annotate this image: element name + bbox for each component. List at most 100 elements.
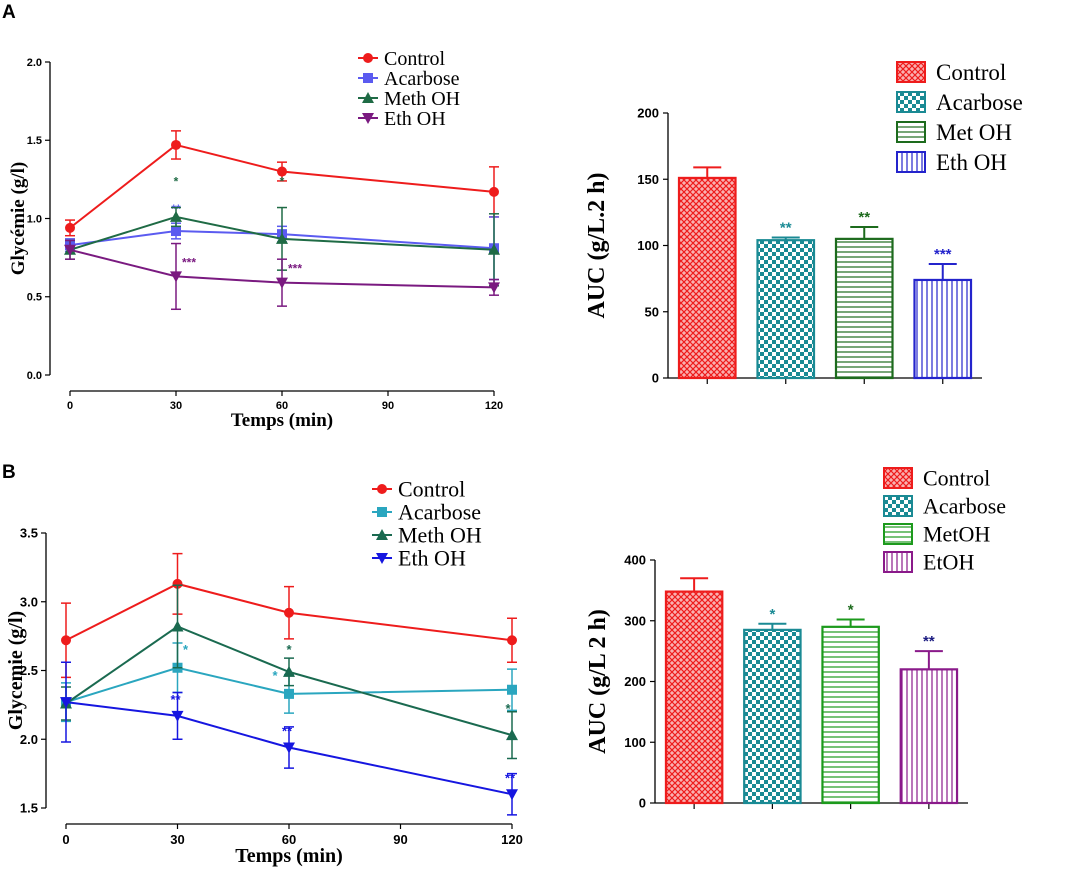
y-tick-label: 0.0: [27, 370, 42, 382]
significance-label: *: [183, 642, 189, 657]
data-point: [171, 710, 184, 722]
legend-marker: [377, 484, 387, 494]
legend-label: Acarbose: [384, 68, 460, 90]
y-tick-label: 3.5: [20, 526, 38, 541]
significance-label: *: [505, 701, 511, 716]
legend-entry: Meth OH: [358, 88, 460, 110]
legend-entry: Acarbose: [372, 500, 481, 525]
series-eth-oh: ******: [64, 239, 500, 311]
legend-label: Acarbose: [936, 90, 1023, 115]
series-line: [65, 666, 513, 704]
legend-label: Eth OH: [936, 150, 1007, 175]
significance-label: *: [280, 175, 285, 189]
data-point: [61, 635, 71, 646]
x-tick-label: 30: [170, 832, 184, 847]
panel-label-b: B: [2, 462, 16, 483]
legend-label: MetOH: [923, 522, 990, 547]
legend-entry: Acarbose: [896, 90, 1023, 115]
x-tick-label: 0: [62, 832, 69, 847]
x-axis-title: Temps (min): [235, 845, 343, 867]
significance-label: *: [848, 602, 854, 619]
data-point: [171, 620, 184, 632]
bar: [743, 628, 802, 805]
legend-label: Control: [398, 477, 465, 502]
data-point: [283, 742, 295, 754]
series-eth-oh: ******: [60, 661, 518, 816]
data-point: [506, 729, 518, 741]
legend-label: EtOH: [923, 550, 974, 575]
series-line: [69, 143, 495, 229]
series-line: [69, 248, 495, 289]
x-tick-label: 90: [393, 832, 407, 847]
data-point: [171, 139, 181, 150]
y-tick-label: 0: [652, 371, 659, 386]
legend-label: Acarbose: [398, 500, 481, 525]
x-tick-label: 30: [170, 400, 182, 412]
bar: [913, 278, 973, 380]
significance-label: **: [282, 724, 293, 739]
y-tick-label: 2.5: [20, 663, 38, 678]
data-point: [65, 222, 75, 233]
legend-entry: Acarbose: [358, 68, 460, 90]
legend-marker: [362, 113, 374, 124]
legend-entry: Eth OH: [358, 108, 446, 130]
data-point: [283, 665, 295, 677]
y-tick-label: 3.0: [20, 594, 38, 609]
y-tick-label: 50: [645, 304, 659, 319]
y-tick-label: 1.0: [27, 213, 42, 225]
y-tick-label: 2.0: [20, 732, 38, 747]
y-tick-label: 100: [637, 238, 659, 253]
legend-swatch: [896, 151, 926, 173]
y-axis-title: Glycémie (g/l): [8, 162, 29, 275]
significance-label: **: [780, 220, 792, 237]
data-point: [170, 271, 182, 283]
y-tick-label: 200: [624, 674, 646, 689]
y-tick-label: 1.5: [20, 801, 38, 816]
data-point: [170, 210, 182, 222]
legend-label: Control: [936, 60, 1006, 85]
legend-label: Meth OH: [384, 88, 460, 110]
legend-entry: Eth OH: [896, 150, 1007, 175]
series-line: [69, 230, 495, 250]
y-axis-title: AUC (g/L 2 h): [585, 609, 611, 754]
data-point: [507, 635, 517, 646]
series-line: [65, 625, 513, 737]
legend-marker: [362, 92, 374, 103]
chart-b-line: 1.5 2.0 2.5 3.0 3.5 0 30 60 90 120 Temps (min) Glyc…: [5, 477, 523, 867]
data-point: [488, 243, 500, 255]
data-point: [64, 244, 76, 256]
legend-swatch: [896, 121, 926, 143]
x-tick-label: 0: [67, 400, 73, 412]
significance-label: *: [272, 668, 278, 683]
legend-swatch: [883, 495, 913, 517]
y-tick-label: 150: [637, 172, 659, 187]
y-tick-label: 100: [624, 735, 646, 750]
data-point: [60, 697, 72, 709]
data-point: [277, 166, 287, 177]
bar: [677, 176, 737, 380]
bar: [756, 239, 816, 380]
series-line: [69, 215, 495, 251]
legend-label: Eth OH: [398, 546, 466, 571]
bar: [664, 590, 724, 805]
significance-label: ***: [934, 246, 952, 263]
legend-marker: [363, 53, 373, 63]
x-axis-title: Temps (min): [231, 410, 333, 431]
data-point: [276, 232, 288, 244]
y-tick-label: 400: [624, 553, 646, 568]
legend-label: Control: [923, 466, 990, 491]
data-point: [506, 789, 518, 801]
legend-swatch: [883, 551, 913, 573]
legend-marker: [363, 73, 373, 83]
x-tick-label: 60: [276, 400, 288, 412]
legend-marker: [377, 507, 387, 517]
y-tick-label: 2.0: [27, 57, 42, 69]
y-axis-title: AUC (g/L.2 h): [584, 172, 610, 318]
legend-swatch: [883, 523, 913, 545]
y-tick-label: 300: [624, 613, 646, 628]
significance-label: *: [174, 175, 179, 189]
panel-label-a: A: [2, 2, 16, 23]
x-tick-label: 120: [501, 832, 523, 847]
legend-entry: Control: [372, 477, 465, 502]
